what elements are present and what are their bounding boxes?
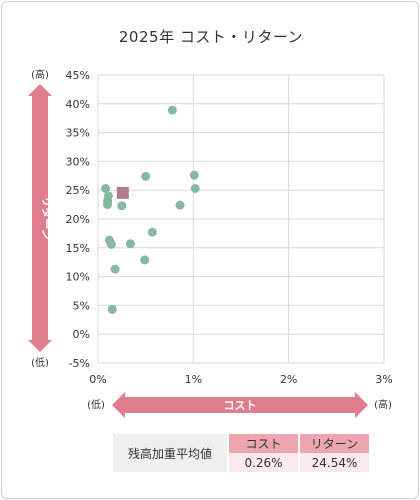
data-point <box>106 239 116 249</box>
y-tick-label: 30% <box>66 155 90 168</box>
x-tick-label: 0% <box>89 373 106 386</box>
y-tick-label: 40% <box>66 98 90 111</box>
y-tick-label: 25% <box>66 184 90 197</box>
x-tick-label: 2% <box>280 373 297 386</box>
x-axis-title: コスト <box>224 399 257 412</box>
y-tick-label: 45% <box>66 69 90 82</box>
y-tick-label: 5% <box>73 299 90 312</box>
y-tick-label: 35% <box>66 127 90 140</box>
tick-labels: -5% 0% 5% 10% 15% 20% 25% 30% 35% 40% 45% 0% 1% 2% 3% <box>66 69 393 386</box>
x-tick-label: 3% <box>375 373 392 386</box>
data-point <box>117 201 127 211</box>
x-tick-label: 1% <box>185 373 202 386</box>
y-tick-label: 15% <box>66 242 90 255</box>
data-point <box>175 200 185 210</box>
y-low-label: (低) <box>31 356 49 369</box>
data-point <box>189 170 199 180</box>
data-point <box>110 264 120 274</box>
weighted-average-marker <box>116 186 129 199</box>
y-tick-label: 20% <box>66 213 90 226</box>
y-tick-label: 0% <box>73 328 90 341</box>
data-point <box>147 227 157 237</box>
summary-header-row: 残高加重平均値 コスト リターン <box>113 434 369 472</box>
x-low-label: (低) <box>87 398 105 411</box>
return-value: 24.54% <box>300 453 369 472</box>
y-axis-arrow: リターン <box>28 84 53 352</box>
data-point <box>140 255 150 265</box>
data-point <box>103 200 113 210</box>
data-point <box>101 183 111 193</box>
summary-row-label: 残高加重平均値 <box>113 434 227 472</box>
data-points <box>101 105 200 314</box>
return-header: リターン <box>300 434 369 453</box>
data-point <box>141 171 151 181</box>
x-axis-arrow: コスト <box>112 392 368 418</box>
y-tick-label: 10% <box>66 271 90 284</box>
summary-value-row: 0.26% 24.54% <box>113 453 369 472</box>
chart-title: 2025年 コスト・リターン <box>118 28 304 46</box>
y-high-label: (高) <box>31 68 49 81</box>
y-axis-title: リターン <box>40 196 53 239</box>
data-point <box>107 304 117 314</box>
summary-table: 残高加重平均値 コスト リターン 0.26% 24.54% <box>113 434 369 472</box>
data-point <box>190 183 200 193</box>
cost-value: 0.26% <box>229 453 298 472</box>
grid <box>97 74 385 364</box>
data-point <box>125 239 135 249</box>
cost-header: コスト <box>229 434 298 453</box>
data-point <box>167 105 177 115</box>
y-tick-label: -5% <box>69 357 90 370</box>
x-high-label: (高) <box>374 398 392 411</box>
